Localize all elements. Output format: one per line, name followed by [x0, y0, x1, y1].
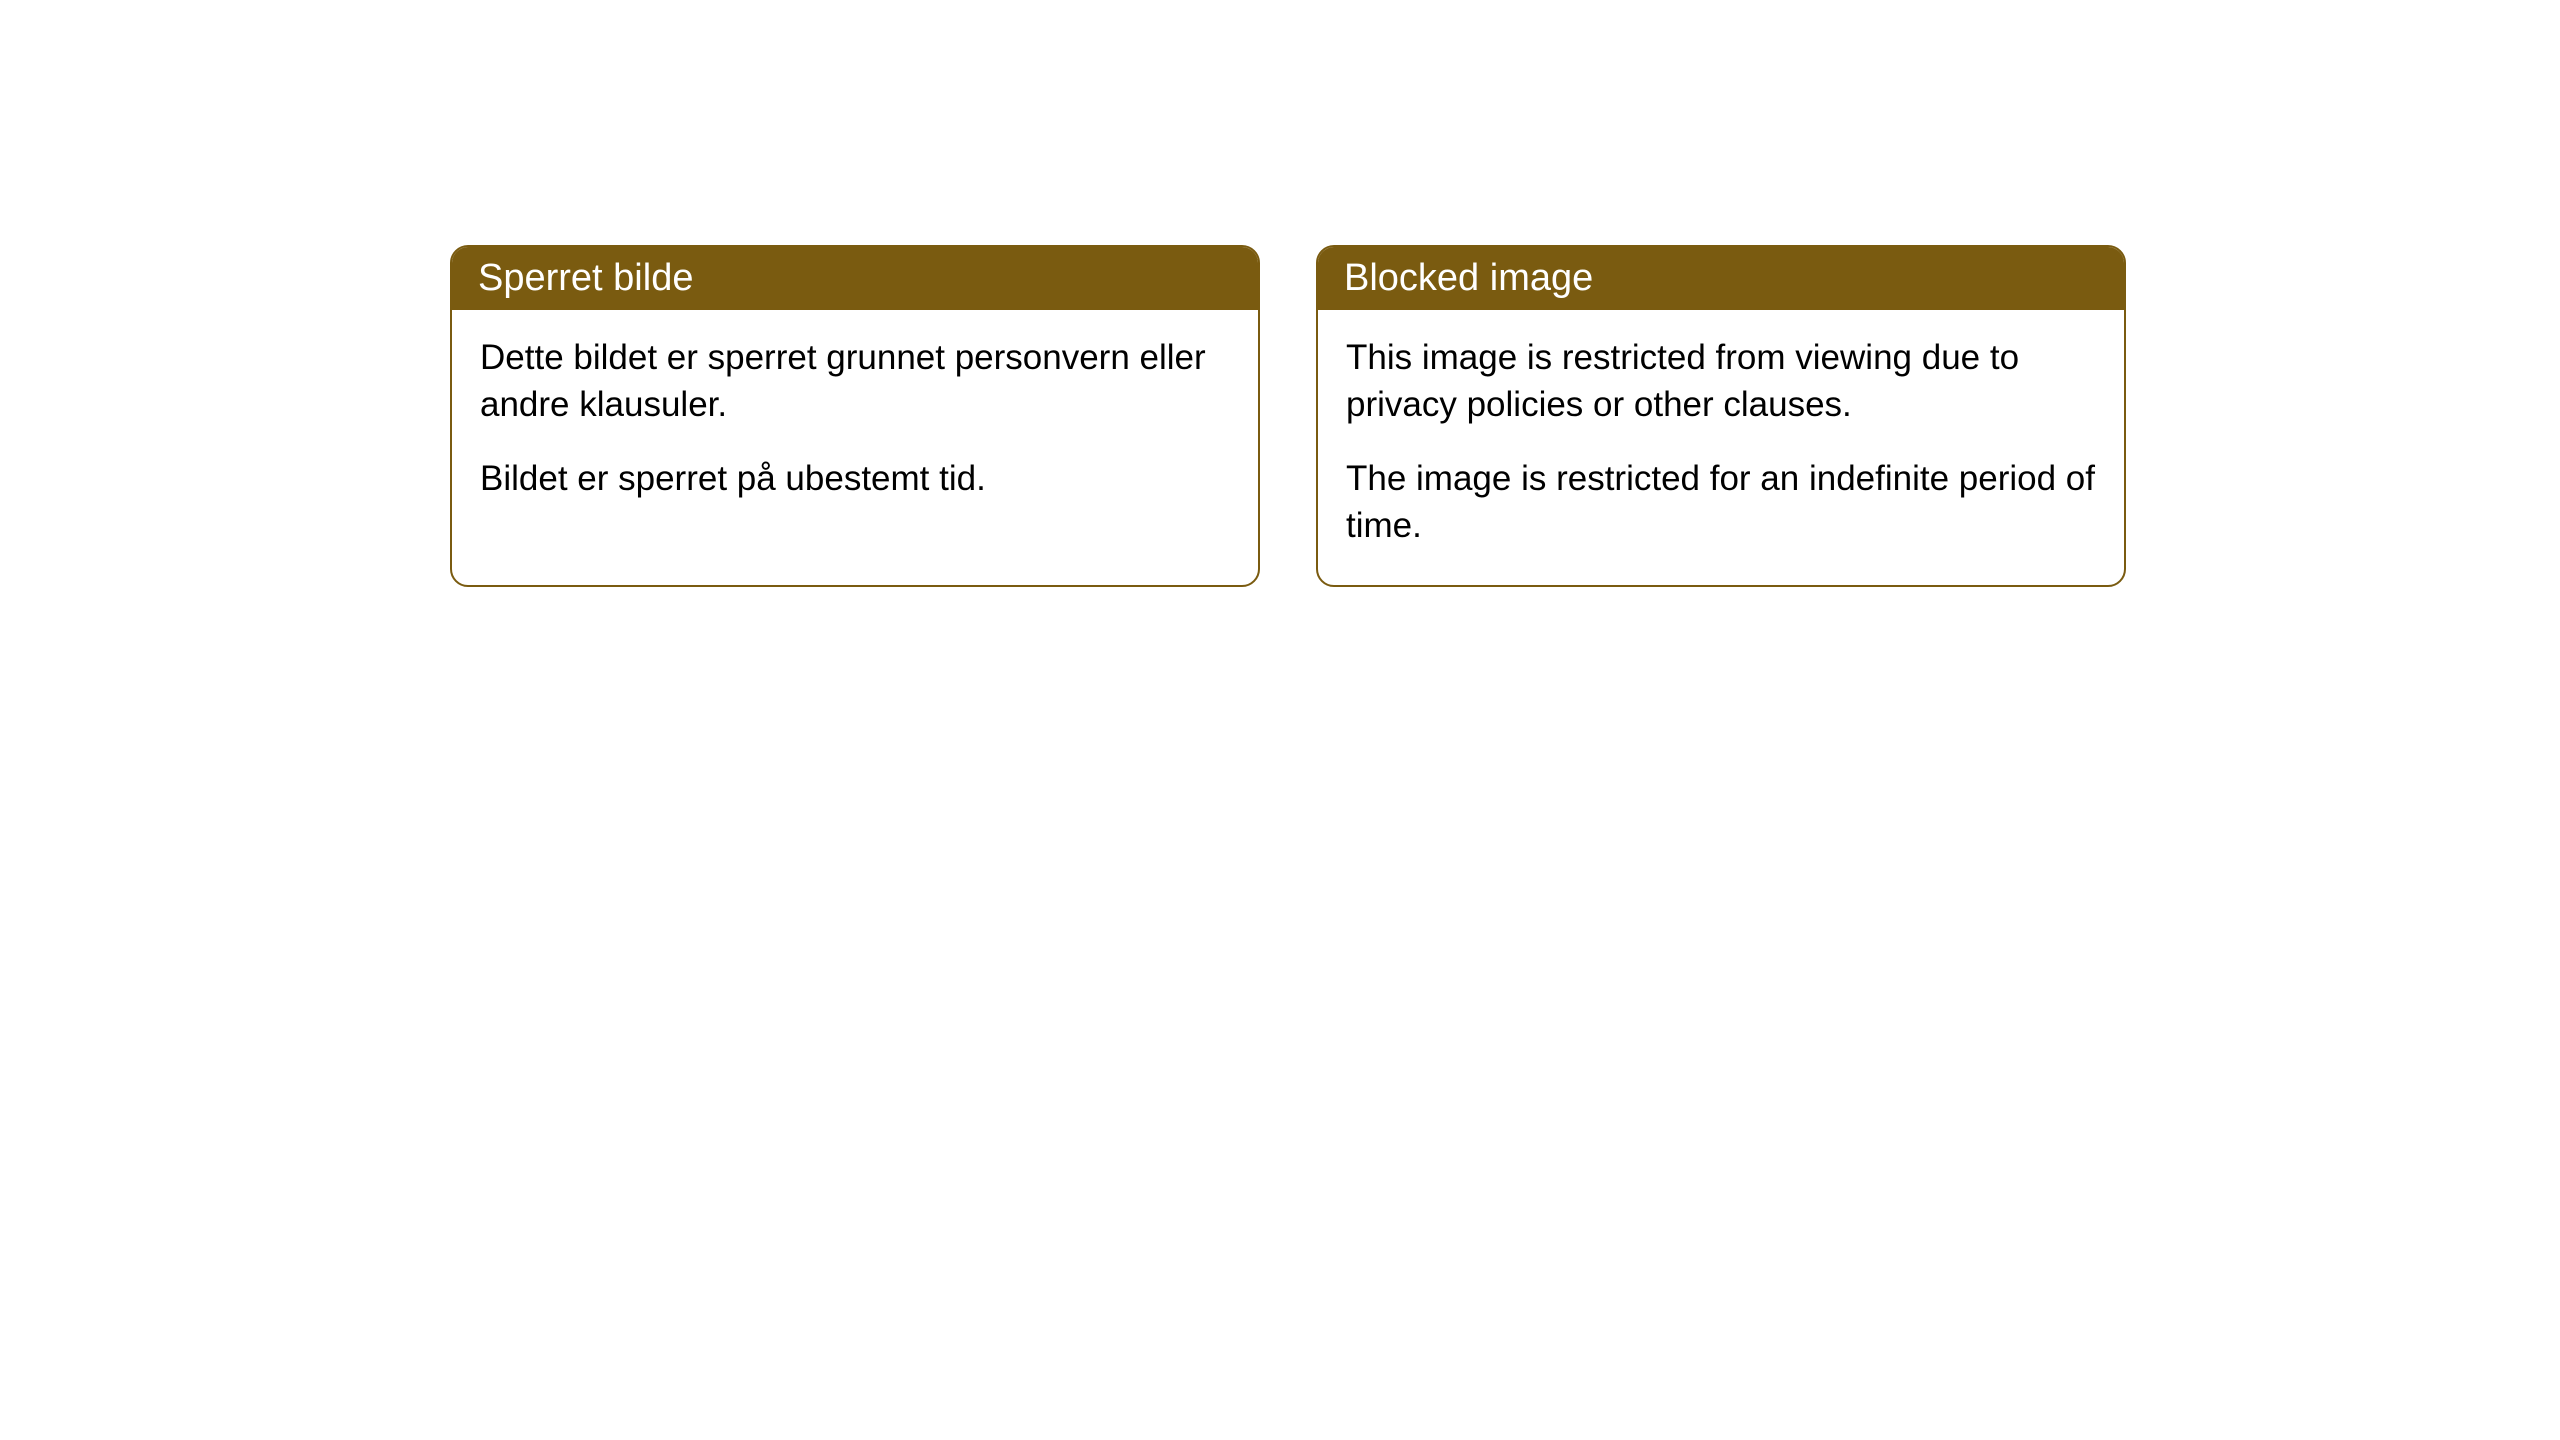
card-text-en-1: This image is restricted from viewing du… — [1346, 334, 2096, 429]
card-header-en: Blocked image — [1318, 247, 2124, 310]
card-header-no: Sperret bilde — [452, 247, 1258, 310]
blocked-image-card-no: Sperret bilde Dette bildet er sperret gr… — [450, 245, 1260, 587]
blocked-image-card-en: Blocked image This image is restricted f… — [1316, 245, 2126, 587]
card-text-no-2: Bildet er sperret på ubestemt tid. — [480, 455, 1230, 502]
card-container: Sperret bilde Dette bildet er sperret gr… — [450, 245, 2126, 587]
card-text-en-2: The image is restricted for an indefinit… — [1346, 455, 2096, 550]
card-body-no: Dette bildet er sperret grunnet personve… — [452, 310, 1258, 538]
card-title-en: Blocked image — [1344, 257, 1593, 299]
card-body-en: This image is restricted from viewing du… — [1318, 310, 2124, 585]
card-title-no: Sperret bilde — [478, 257, 693, 299]
card-text-no-1: Dette bildet er sperret grunnet personve… — [480, 334, 1230, 429]
